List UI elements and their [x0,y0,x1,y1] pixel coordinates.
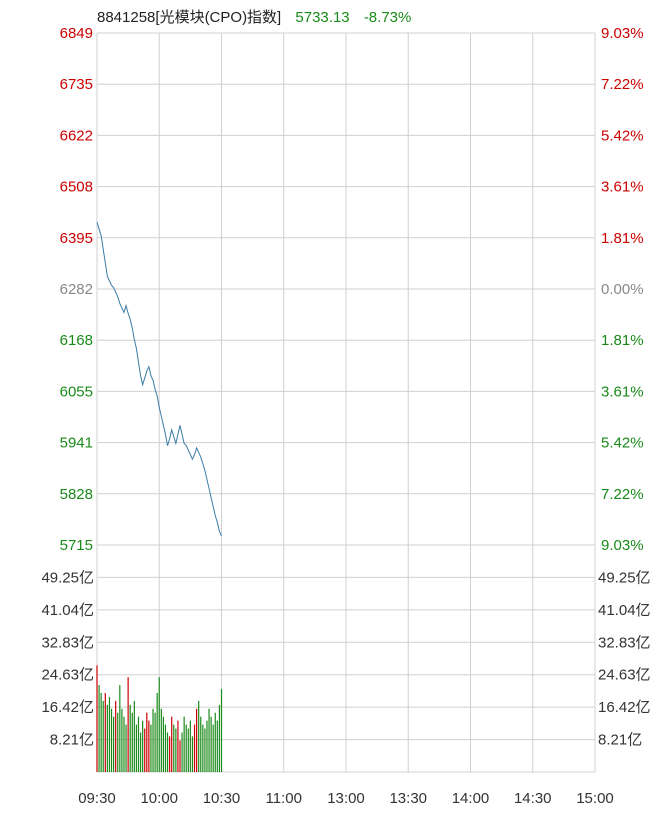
percent-tick-label: 9.03% [601,25,644,42]
percent-tick-label: 1.81% [601,230,644,247]
volume-tick-label: 49.25亿 [41,569,94,586]
time-tick-label: 10:30 [203,790,241,807]
time-tick-label: 14:00 [452,790,490,807]
percent-tick-label: 9.03% [601,537,644,554]
time-tick-label: 09:30 [78,790,116,807]
price-tick-label: 5715 [60,537,93,554]
price-tick-label: 5941 [60,435,93,452]
grid-lines [96,32,596,773]
volume-tick-label: 24.63亿 [41,667,94,684]
price-tick-label: 6622 [60,127,93,144]
percent-tick-label: 5.42% [601,435,644,452]
percent-tick-label: 1.81% [601,332,644,349]
volume-tick-label: 8.21亿 [598,732,642,749]
volume-tick-label: 8.21亿 [50,732,94,749]
price-tick-label: 6849 [60,25,93,42]
time-tick-label: 15:00 [576,790,614,807]
volume-tick-label: 41.04亿 [41,602,94,619]
percent-tick-label: 7.22% [601,76,644,93]
price-tick-label: 6735 [60,76,93,93]
volume-tick-label: 32.83亿 [41,634,94,651]
time-tick-label: 13:30 [389,790,427,807]
time-tick-label: 10:00 [140,790,178,807]
time-tick-label: 14:30 [514,790,552,807]
index-name: 8841258[光模块(CPO)指数] [97,9,282,26]
price-tick-label: 6168 [60,332,93,349]
axes: 6849 9.03% 6735 7.22% 6622 5.42% 6508 3.61% 6395… [41,25,650,807]
price-tick-label: 6055 [60,383,93,400]
percent-tick-label: 3.61% [601,179,644,196]
change-percent: -8.73% [363,9,412,26]
price-panel [96,222,222,537]
last-price: 5733.13 [295,9,350,26]
price-line [96,222,222,537]
percent-tick-label: 0.00% [601,281,644,298]
volume-tick-label: 49.25亿 [598,569,651,586]
price-tick-label: 6395 [60,230,93,247]
price-tick-label: 6282 [60,281,93,298]
volume-tick-label: 16.42亿 [598,699,651,716]
percent-tick-label: 3.61% [601,383,644,400]
price-tick-label: 5828 [60,486,93,503]
volume-tick-label: 24.63亿 [598,667,651,684]
volume-tick-label: 41.04亿 [598,602,651,619]
volume-tick-label: 32.83亿 [598,634,651,651]
time-tick-label: 13:00 [327,790,365,807]
price-tick-label: 6508 [60,179,93,196]
time-tick-label: 11:00 [266,790,302,807]
percent-tick-label: 5.42% [601,127,644,144]
chart-header: 8841258[光模块(CPO)指数] 5733.13 -8.73% [97,6,421,27]
volume-panel [96,665,223,772]
percent-tick-label: 7.22% [601,486,644,503]
volume-tick-label: 16.42亿 [41,699,94,716]
